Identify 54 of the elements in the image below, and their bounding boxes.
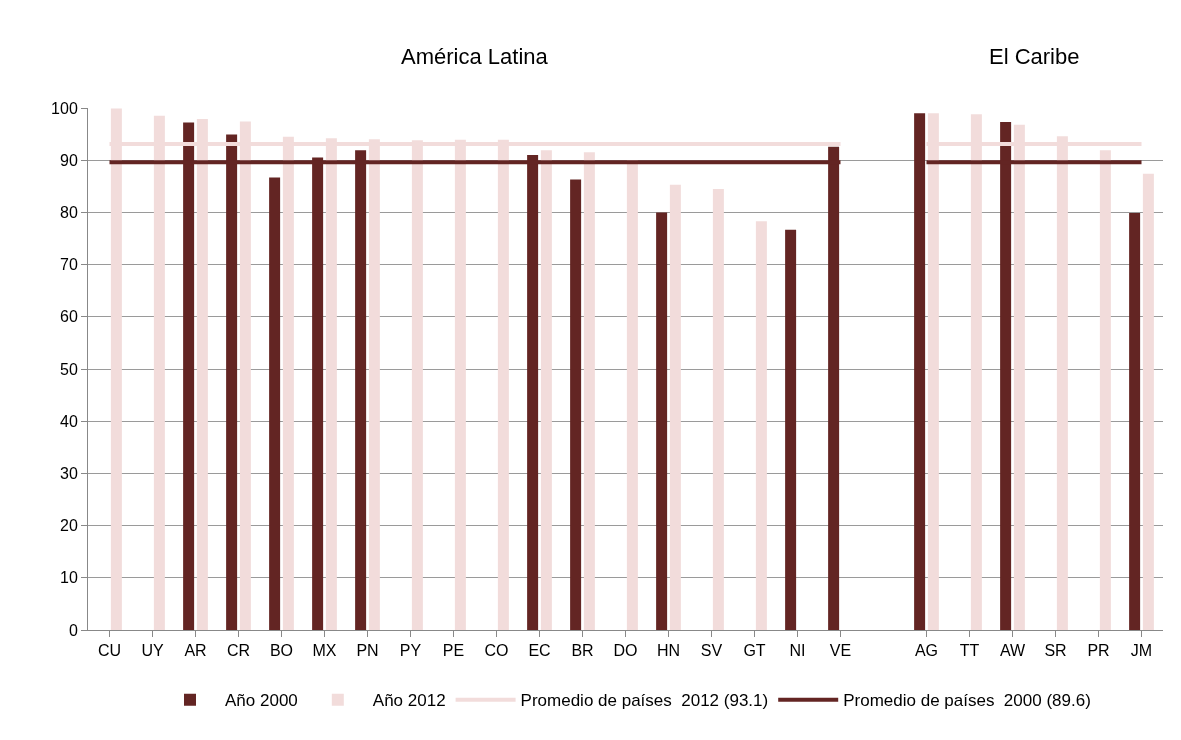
- bar: [656, 212, 668, 630]
- x-tick-label: AG: [914, 642, 939, 660]
- text: El Caribe: [989, 44, 1080, 69]
- x-tick-label: VE: [829, 642, 852, 660]
- text: América Latina: [401, 44, 549, 69]
- y-tick-label: 30: [60, 465, 78, 482]
- bar: [712, 188, 724, 630]
- bar: [583, 152, 595, 630]
- bar: [269, 177, 281, 630]
- y-tick-label: 70: [60, 256, 78, 274]
- bar: [1099, 150, 1111, 630]
- x-tick-label: GT: [743, 642, 766, 660]
- y-tick-label: 10: [60, 569, 78, 587]
- x-tick-label: TT: [959, 642, 980, 660]
- x-tick-label: CR: [226, 642, 251, 660]
- x-tick-label: SV: [700, 642, 723, 660]
- x-tick-label: AW: [999, 642, 1026, 660]
- bar: [785, 229, 797, 630]
- bar: [540, 150, 552, 630]
- x-tick-label: MX: [312, 642, 337, 660]
- bar: [755, 221, 767, 630]
- y-tick-label: 90: [60, 151, 78, 169]
- y-tick-label: 0: [68, 621, 78, 639]
- bar: [914, 113, 926, 630]
- x-tick-label: PE: [442, 642, 465, 660]
- x-tick-label: PY: [399, 642, 422, 660]
- x-tick-label: BR: [571, 642, 594, 660]
- y-tick-label: 20: [60, 517, 78, 535]
- bar: [1142, 173, 1154, 630]
- bar: [570, 179, 582, 630]
- legend-label: Año 2000: [225, 691, 298, 711]
- y-tick-label: 80: [60, 204, 78, 221]
- x-tick-label: PN: [356, 642, 379, 660]
- x-tick-label: CU: [97, 642, 122, 660]
- x-tick-label: DO: [613, 642, 638, 660]
- x-tick-label: SR: [1044, 642, 1067, 660]
- x-tick-label: CO: [484, 642, 509, 660]
- legend-label: Año 2012: [372, 691, 446, 711]
- x-tick-label: JM: [1130, 642, 1153, 660]
- bar: [669, 184, 681, 630]
- legend-label: Promedio de países 2000 (89.6): [843, 691, 1091, 711]
- y-tick-label: 100: [51, 99, 78, 117]
- bar: [1129, 212, 1141, 630]
- x-tick-label: PR: [1087, 642, 1110, 660]
- x-tick-label: AR: [184, 642, 207, 660]
- y-tick-label: 50: [60, 360, 78, 378]
- y-tick-label: 40: [60, 412, 78, 430]
- x-tick-label: NI: [789, 642, 806, 660]
- y-tick-label: 60: [60, 308, 78, 326]
- x-tick-label: BO: [269, 642, 294, 660]
- legend-label: Promedio de países 2012 (93.1): [520, 691, 769, 711]
- x-tick-label: EC: [528, 642, 551, 660]
- x-tick-label: HN: [656, 642, 681, 660]
- x-tick-label: UY: [141, 642, 164, 660]
